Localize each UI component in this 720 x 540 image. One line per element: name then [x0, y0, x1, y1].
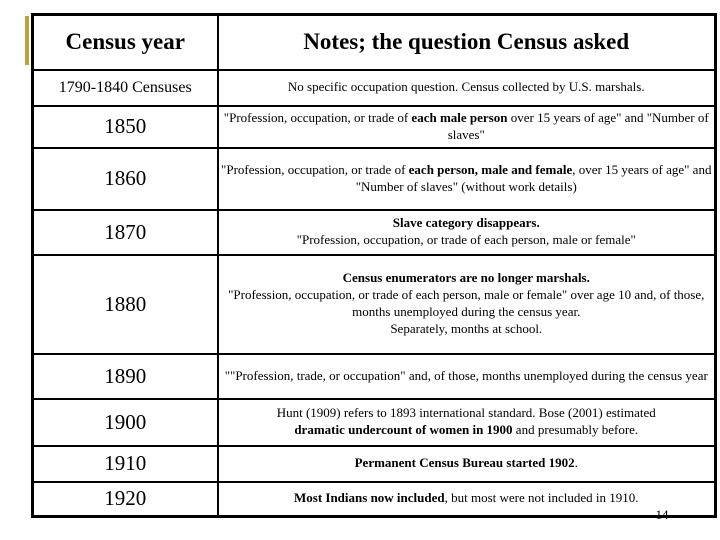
year-cell: 1880: [31, 253, 219, 355]
year-cell: 1910: [31, 444, 219, 483]
note-cell: No specific occupation question. Census …: [216, 68, 717, 107]
year-cell: 1890: [31, 352, 219, 400]
table-row: 1890 ""Profession, trade, or occupation"…: [31, 352, 717, 400]
table-body: 1790-1840 Censuses No specific occupatio…: [31, 68, 717, 518]
gold-accent-line-vertical: [25, 16, 29, 65]
year-cell: 1860: [31, 146, 219, 211]
year-cell: 1920: [31, 480, 219, 518]
census-table: Census year Notes; the question Census a…: [31, 13, 717, 518]
note-cell: "Profession, occupation, or trade of eac…: [216, 104, 717, 149]
table-row: 1900 Hunt (1909) refers to 1893 internat…: [31, 397, 717, 447]
header-census-year: Census year: [31, 13, 219, 71]
table-row: 1910 Permanent Census Bureau started 190…: [31, 444, 717, 483]
note-cell: Slave category disappears. "Profession, …: [216, 208, 717, 256]
note-cell: Permanent Census Bureau started 1902.: [216, 444, 717, 483]
table-row: 1850 "Profession, occupation, or trade o…: [31, 104, 717, 149]
header-notes: Notes; the question Census asked: [216, 13, 717, 71]
header-row: Census year Notes; the question Census a…: [31, 13, 717, 71]
note-cell: ""Profession, trade, or occupation" and,…: [216, 352, 717, 400]
table-row: 1880 Census enumerators are no longer ma…: [31, 253, 717, 355]
page-number: 14: [655, 507, 669, 522]
note-cell: Most Indians now included, but most were…: [216, 480, 717, 518]
year-cell: 1870: [31, 208, 219, 256]
note-cell: "Profession, occupation, or trade of eac…: [216, 146, 717, 211]
table-row: 1920 Most Indians now included, but most…: [31, 480, 717, 518]
note-cell: Census enumerators are no longer marshal…: [216, 253, 717, 355]
note-cell: Hunt (1909) refers to 1893 international…: [216, 397, 717, 447]
year-cell: 1790-1840 Censuses: [31, 68, 219, 107]
table-row: 1860 "Profession, occupation, or trade o…: [31, 146, 717, 211]
table-row: 1790-1840 Censuses No specific occupatio…: [31, 68, 717, 107]
year-cell: 1850: [31, 104, 219, 149]
table-row: 1870 Slave category disappears. "Profess…: [31, 208, 717, 256]
year-cell: 1900: [31, 397, 219, 447]
